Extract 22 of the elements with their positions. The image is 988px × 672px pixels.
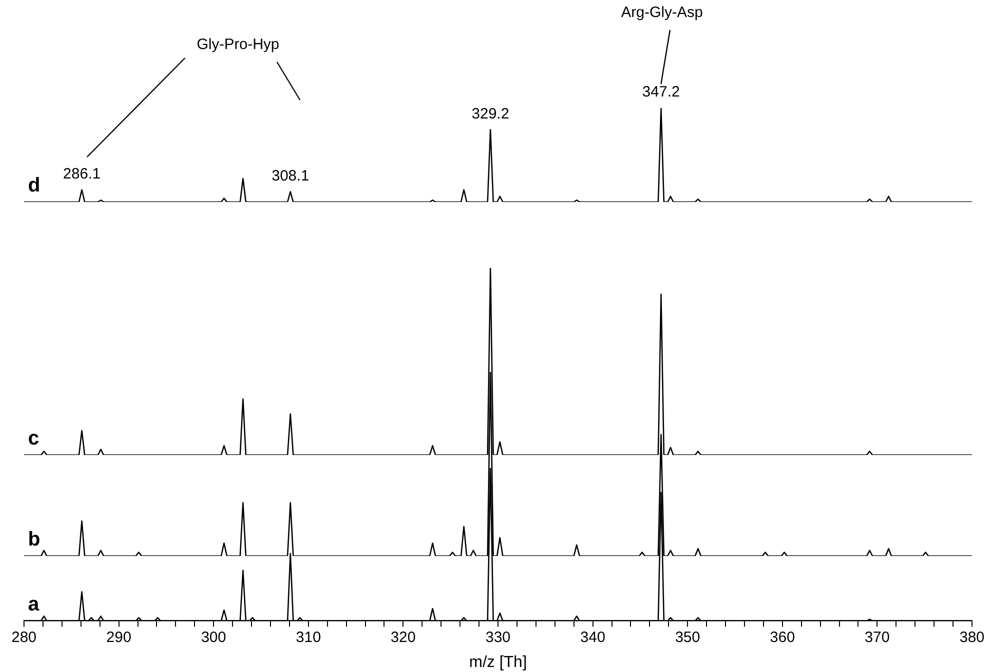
- x-tick-label: 310: [296, 628, 321, 646]
- x-tick-label: 340: [580, 628, 606, 646]
- annotation: 347.2: [642, 84, 680, 101]
- annotation: 286.1: [63, 165, 101, 182]
- x-tick-label: 330: [485, 628, 511, 646]
- x-tick-label: 300: [201, 628, 226, 646]
- text: Arg-Gly-Asp: [621, 4, 703, 21]
- annotation: 308.1: [272, 167, 310, 184]
- x-tick-label: 320: [390, 628, 416, 646]
- x-tick-label: 280: [11, 628, 37, 646]
- y-axis-title: b: [28, 528, 40, 551]
- y-axis-title: c: [28, 428, 40, 450]
- y-axis-title: d: [28, 174, 40, 197]
- x-axis-title: m/z [Th]: [469, 654, 527, 671]
- x-tick-label: 370: [864, 628, 890, 646]
- y-axis-title: a: [28, 593, 40, 616]
- annotation: 329.2: [472, 105, 510, 122]
- x-tick-label: 290: [106, 628, 132, 646]
- x-tick-label: 380: [959, 628, 985, 646]
- x-tick-label: 360: [770, 628, 795, 646]
- x-tick-label: 350: [675, 628, 700, 646]
- text: Gly-Pro-Hyp: [196, 36, 280, 53]
